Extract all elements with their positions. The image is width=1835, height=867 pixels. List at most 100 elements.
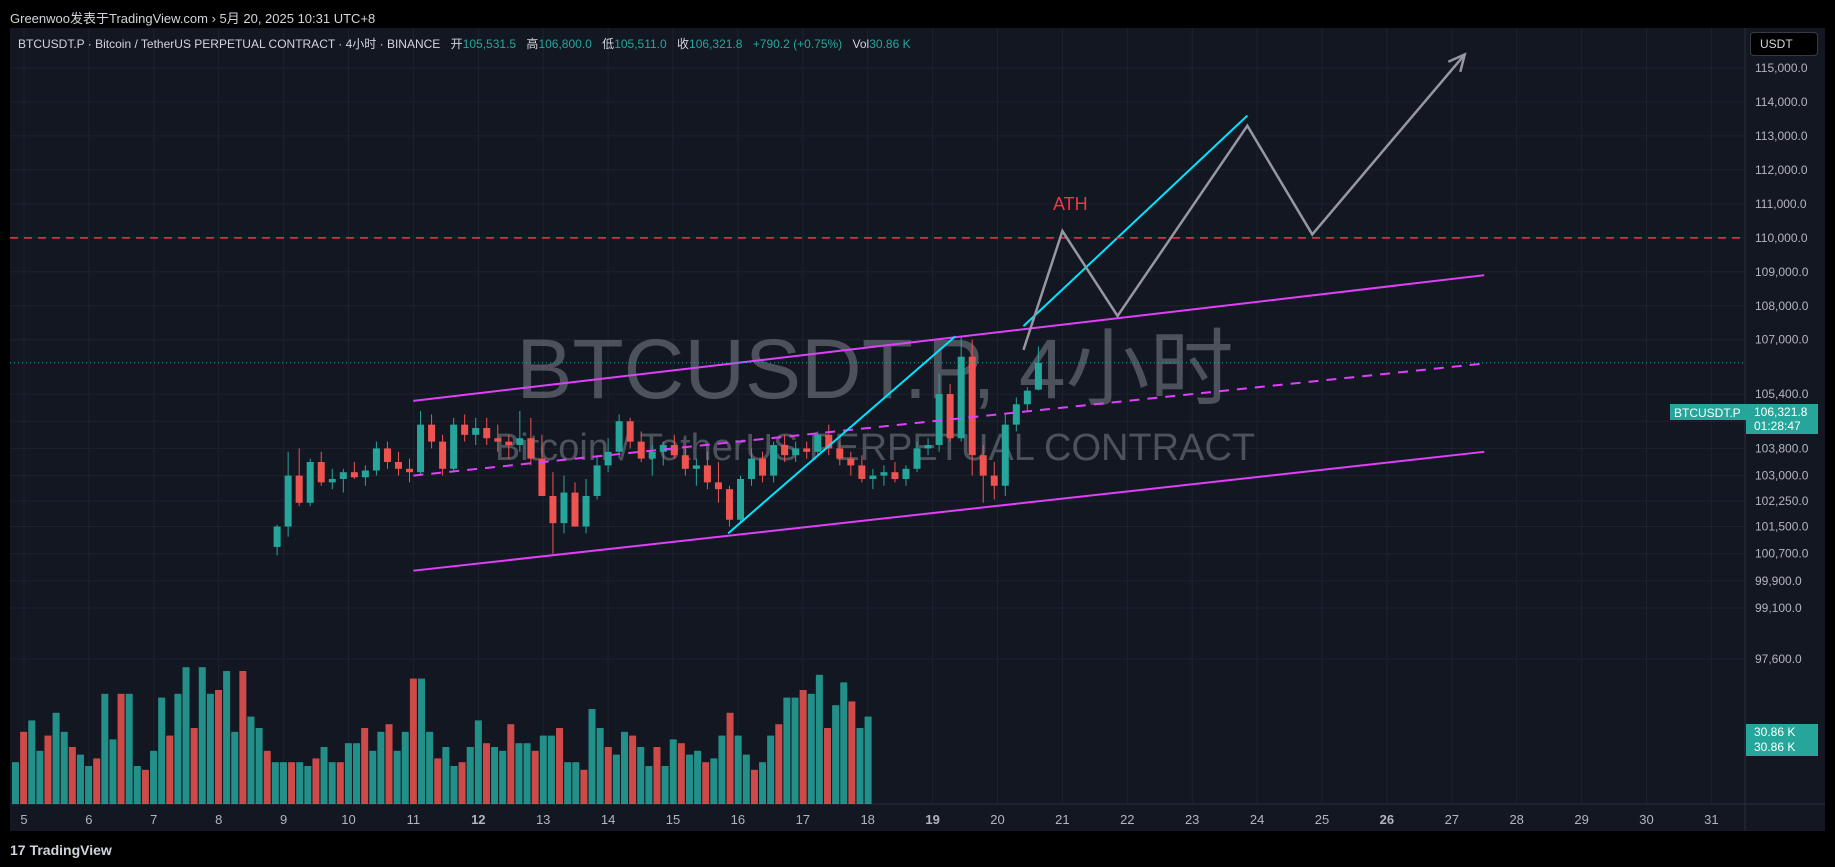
candle-body — [968, 356, 976, 456]
price-axis-label: 108,000.0 — [1755, 299, 1809, 313]
volume-bar — [564, 762, 572, 804]
volume-bar — [864, 716, 872, 804]
volume-bar — [507, 724, 515, 804]
volume-tag-1: 30.86 K — [1754, 725, 1796, 739]
symbol-price-tag: BTCUSDT.P — [1670, 404, 1746, 420]
candle-body — [979, 455, 987, 476]
time-axis-label: 10 — [341, 812, 355, 827]
volume-bar — [12, 762, 19, 804]
volume-bar — [418, 678, 425, 804]
volume-bar — [523, 743, 531, 804]
price-axis-label: 113,000.0 — [1755, 129, 1808, 143]
candle-body — [372, 448, 380, 471]
tradingview-logo[interactable]: 17 TradingView — [10, 842, 112, 858]
time-axis-label: 19 — [925, 812, 939, 827]
volume-bar — [702, 762, 710, 804]
candle-body — [759, 458, 767, 476]
legend-close: 106,321.8 — [689, 37, 743, 51]
volume-bar — [677, 743, 685, 804]
volume-bar — [93, 758, 101, 804]
candle-body — [394, 462, 402, 469]
volume-bar — [28, 720, 36, 804]
volume-bar — [637, 747, 645, 804]
price-axis-label: 115,000.0 — [1755, 61, 1808, 75]
volume-bar — [661, 766, 669, 804]
candle-body — [604, 451, 612, 466]
candle-body — [516, 438, 524, 446]
volume-bar — [621, 731, 628, 804]
volume-bar — [255, 728, 263, 804]
volume-bar — [807, 693, 815, 804]
channel-lower-line[interactable] — [413, 450, 1485, 572]
candle-body — [659, 445, 667, 452]
legend-vol-label: Vol — [852, 37, 870, 51]
candle-body — [703, 465, 711, 483]
candle-body — [648, 451, 656, 459]
time-axis-label: 30 — [1639, 812, 1653, 827]
volume-bar — [296, 762, 304, 804]
candle-body — [527, 438, 535, 459]
candle-body — [792, 448, 800, 456]
candle-body — [781, 445, 789, 456]
volume-bar — [85, 766, 93, 804]
legend-close-label: 收 — [677, 37, 690, 51]
volume-bar — [109, 739, 117, 804]
candle-body — [814, 434, 822, 452]
candle-body — [935, 394, 943, 446]
volume-bar — [596, 728, 604, 804]
candle-body — [483, 428, 491, 439]
legend-high: 106,800.0 — [538, 37, 592, 51]
volume-bar — [531, 750, 539, 804]
volume-bar — [824, 728, 831, 804]
candle-body — [736, 478, 744, 520]
volume-bar — [832, 705, 840, 804]
trend-line-cyan[interactable] — [727, 335, 956, 535]
volume-bar — [215, 690, 222, 804]
volume-bar — [223, 671, 231, 804]
candle-body — [681, 455, 689, 469]
candle-body — [869, 475, 877, 479]
volume-bar — [645, 766, 653, 804]
legend-change: +790.2 (+0.75%) — [752, 37, 843, 51]
price-axis-label: 110,000.0 — [1755, 231, 1808, 245]
candle-body — [670, 445, 678, 456]
volume-bar — [775, 724, 783, 804]
trend-line-cyan[interactable] — [1022, 114, 1249, 327]
candle-body — [957, 356, 965, 439]
currency-button[interactable]: USDT — [1750, 32, 1818, 56]
volume-bar — [750, 769, 758, 804]
candle-body — [439, 441, 447, 469]
channel-upper-line[interactable] — [413, 274, 1485, 402]
candle-body — [472, 428, 480, 435]
volume-bar — [174, 693, 182, 804]
candle-body — [406, 468, 414, 473]
projection-path[interactable] — [1022, 53, 1466, 351]
price-axis-label: 103,800.0 — [1755, 441, 1809, 455]
volume-bar — [141, 769, 149, 804]
candle-body — [461, 424, 469, 435]
candle-body — [383, 448, 391, 462]
candle-body — [803, 448, 811, 452]
time-axis-label: 17 — [796, 812, 810, 827]
volume-bar — [393, 750, 401, 804]
candle-body — [626, 421, 634, 442]
volume-bar — [206, 693, 214, 804]
volume-bar — [783, 697, 791, 804]
volume-bar — [856, 728, 864, 804]
candle-body — [560, 492, 568, 524]
time-axis-label: 20 — [990, 812, 1004, 827]
candle-body — [582, 495, 590, 527]
price-axis-label: 111,000.0 — [1755, 197, 1807, 211]
volume-bar — [580, 769, 588, 804]
candle-body — [990, 475, 998, 486]
volume-bar — [718, 735, 726, 804]
volume-bar — [125, 693, 133, 804]
candle-body — [450, 424, 458, 469]
legend-open-label: 开 — [450, 37, 463, 51]
candle-countdown: 01:28:47 — [1754, 419, 1801, 433]
price-axis-label: 112,000.0 — [1755, 163, 1808, 177]
volume-bar — [52, 712, 60, 804]
volume-bar — [377, 731, 385, 804]
time-axis-label: 28 — [1509, 812, 1523, 827]
